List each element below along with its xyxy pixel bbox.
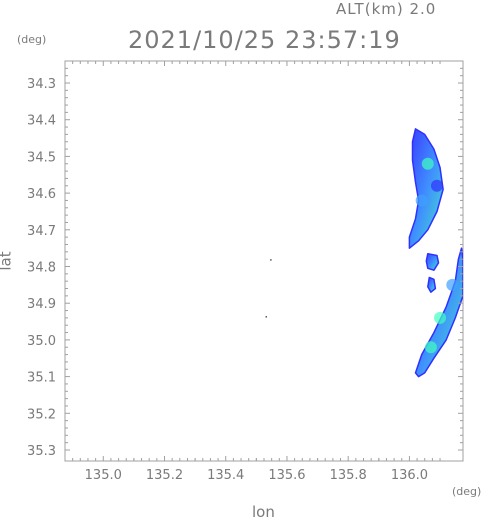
echo-hotspot	[415, 194, 428, 207]
echo-region-north	[408, 128, 444, 249]
y-tick-label: 34.6	[27, 187, 56, 202]
y-tick-label: 35.1	[27, 371, 56, 386]
y-tick-label: 34.3	[27, 77, 56, 92]
echo-hotspot	[430, 179, 443, 192]
y-axis-unit: (deg)	[17, 33, 47, 46]
y-tick-label: 34.5	[27, 150, 56, 165]
echo-region-middle-upper	[425, 252, 440, 271]
timestamp-title: 2021/10/25 23:57:19	[128, 26, 401, 54]
x-tick-label: 136.0	[391, 468, 428, 483]
altitude-label: ALT(km) 2.0	[336, 0, 437, 18]
y-tick-label: 35.3	[27, 444, 56, 459]
echo-region-middle-lower	[427, 276, 437, 293]
x-tick-label: 135.2	[146, 468, 183, 483]
echo-hotspot	[446, 278, 459, 291]
echo-hotspot	[424, 341, 437, 354]
x-tick-label: 135.0	[85, 468, 122, 483]
x-tick-label: 135.8	[330, 468, 367, 483]
echo-hotspot	[421, 157, 434, 170]
y-tick-label: 34.4	[27, 114, 56, 129]
y-tick-label: 35.0	[27, 334, 56, 349]
y-tick-label: 34.7	[27, 224, 56, 239]
x-axis-unit: (deg)	[452, 485, 482, 498]
echo-hotspot	[434, 311, 447, 324]
x-axis-title: lon	[252, 503, 275, 521]
echo-speck	[270, 259, 272, 261]
y-tick-label: 34.8	[27, 261, 56, 276]
x-tick-label: 135.4	[207, 468, 244, 483]
x-tick-label: 135.6	[268, 468, 305, 483]
y-tick-label: 35.2	[27, 407, 56, 422]
plot-frame	[64, 60, 464, 462]
echo-speck	[265, 316, 268, 318]
y-tick-label: 34.9	[27, 297, 56, 312]
